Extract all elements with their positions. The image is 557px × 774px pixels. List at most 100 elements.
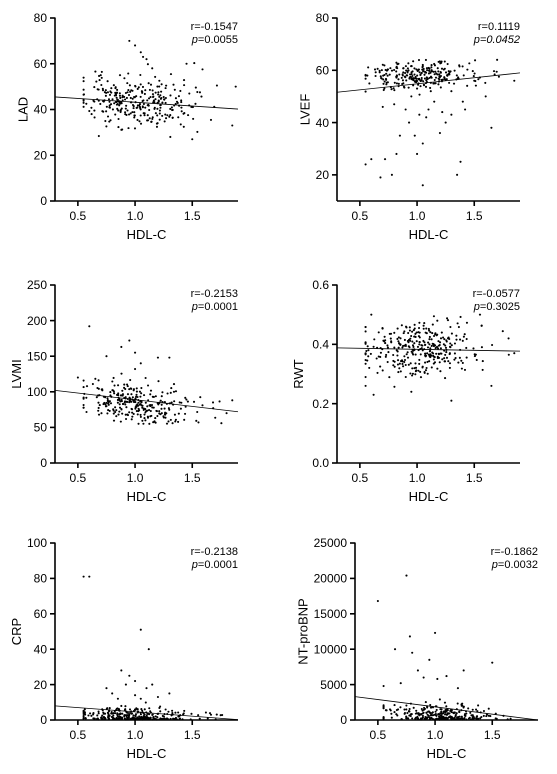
data-point [437,70,440,73]
data-point [507,353,510,356]
data-point [136,413,139,416]
data-point [174,420,177,423]
data-point [456,173,459,176]
data-point [474,84,477,87]
data-point [131,97,134,100]
data-point [456,322,459,325]
data-point [413,323,416,326]
data-point [183,709,186,712]
data-point [487,707,490,710]
data-point [82,715,85,718]
data-point [408,121,411,124]
data-point [129,379,132,382]
data-point [436,73,439,76]
data-point [421,63,424,66]
data-point [142,712,145,715]
data-point [211,401,215,404]
data-point [127,127,130,130]
data-point [441,78,444,81]
data-point [374,74,377,78]
data-point [444,377,447,380]
data-point [143,114,146,117]
data-point [109,402,113,405]
data-point [393,68,396,72]
x-tick-label: 1.0 [127,728,144,742]
data-point [139,628,142,631]
data-point [399,706,402,709]
data-point [106,399,109,402]
data-point [104,403,107,406]
data-point [146,405,149,408]
data-point [402,332,405,335]
data-point [445,78,448,81]
data-point [395,61,398,64]
data-point [403,358,407,362]
data-point [381,327,384,330]
data-point [117,708,120,711]
data-point [130,418,133,421]
data-point [124,111,127,114]
panel-ntprobnp-points [376,574,512,721]
panel-crp: 0 20 40 60 80 100 0.5 1.0 1.5 CRP HDL-C r=-0.213… [9,536,239,761]
data-point [124,403,127,406]
data-point [465,356,468,359]
data-point [438,73,441,76]
data-point [102,712,105,715]
data-point [156,356,159,359]
data-point [121,94,124,97]
data-point [180,106,183,109]
data-point [449,325,452,329]
data-point [427,327,430,331]
data-point [412,60,415,63]
y-tick-label: 0 [40,713,47,727]
data-point [133,96,136,99]
data-point [376,371,379,374]
data-point [135,390,138,393]
data-point [154,417,157,420]
data-point [432,354,435,357]
panel-ntprobnp-axes: 0 5000 10000 15000 20000 25000 0.5 1.0 1.5 [314,536,538,742]
data-point [151,713,154,716]
data-point [436,367,439,370]
data-point [443,357,446,360]
data-point [146,416,150,419]
data-point [148,408,151,412]
data-point [104,89,107,92]
data-point [128,713,131,716]
data-point [182,125,185,128]
y-tick-label: 5000 [320,678,347,692]
data-point [496,58,499,61]
data-point [408,635,411,638]
data-point [146,63,149,66]
panel-lad-p-number: =0.0055 [198,34,238,46]
data-point [418,362,421,365]
data-point [135,409,138,413]
data-point [410,95,413,98]
data-point [105,405,108,408]
data-point [412,84,415,87]
data-point [410,334,413,338]
data-point [393,385,396,388]
data-point [139,403,142,406]
data-point [424,701,427,704]
data-point [168,408,171,411]
data-point [163,407,166,410]
data-point [107,409,110,412]
data-point [494,717,497,720]
data-point [161,391,164,394]
data-point [102,110,105,113]
data-point [155,410,158,413]
data-point [139,73,142,77]
data-point [111,380,114,383]
data-point [124,683,127,686]
data-point [440,331,443,334]
x-tick-label: 1.0 [409,209,426,223]
data-point [414,362,417,365]
data-point [428,343,431,346]
data-point [88,325,91,328]
data-point [419,353,422,356]
x-tick-label: 1.5 [184,471,201,485]
data-point [466,68,469,71]
data-point [445,339,448,342]
